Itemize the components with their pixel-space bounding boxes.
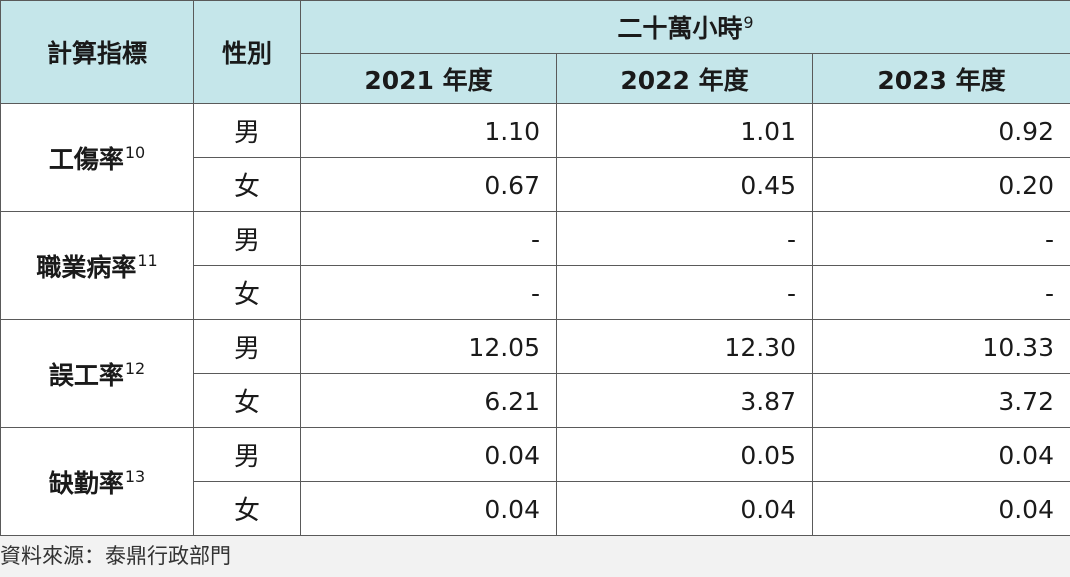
metric-cell-lost-day-rate: 誤工率12 (0, 319, 194, 428)
metric-label: 職業病率 (36, 252, 137, 282)
gender-cell: 男 (193, 211, 301, 266)
value-cell: 6.21 (300, 373, 557, 428)
gender-column-header: 性別 (193, 0, 301, 104)
value-cell: - (812, 211, 1070, 266)
table-row: 女 0.04 0.04 0.04 (1, 481, 1070, 536)
value-cell: - (300, 265, 557, 320)
value-cell: 0.04 (556, 481, 813, 536)
gender-cell: 女 (193, 373, 301, 428)
metric-column-header: 計算指標 (0, 0, 194, 104)
value-cell: 12.05 (300, 319, 557, 374)
value-cell: 0.04 (812, 481, 1070, 536)
year-header-2021: 2021 年度 (300, 53, 557, 104)
metric-label: 工傷率 (48, 144, 124, 174)
value-cell: 3.72 (812, 373, 1070, 428)
value-cell: - (812, 265, 1070, 320)
gender-cell: 男 (193, 427, 301, 482)
value-cell: - (556, 211, 813, 266)
value-cell: 1.01 (556, 103, 813, 158)
source-note: 資料來源：泰鼎行政部門 (0, 544, 231, 568)
value-cell: 0.04 (300, 481, 557, 536)
hours-group-header: 二十萬小時9 (300, 0, 1070, 54)
year-header-2022: 2022 年度 (556, 53, 813, 104)
value-cell: 0.05 (556, 427, 813, 482)
metric-label: 缺勤率 (48, 468, 124, 498)
value-cell: 3.87 (556, 373, 813, 428)
table-row: 誤工率12 男 12.05 12.30 10.33 (0, 319, 1070, 428)
safety-metrics-table: 計算指標 性別 二十萬小時9 2021 年度 2022 年度 2023 年度 工… (0, 0, 1070, 536)
footnote-marker: 13 (124, 467, 146, 487)
gender-cell: 男 (193, 103, 301, 158)
gender-cell: 男 (193, 319, 301, 374)
value-cell: - (300, 211, 557, 266)
value-cell: 0.92 (812, 103, 1070, 158)
value-cell: 0.20 (812, 157, 1070, 212)
footnote-marker: 12 (124, 359, 146, 379)
gender-cell: 女 (193, 157, 301, 212)
value-cell: 0.67 (300, 157, 557, 212)
value-cell: 10.33 (812, 319, 1070, 374)
metric-cell-absentee-rate: 缺勤率13 (0, 427, 194, 536)
value-cell: 12.30 (556, 319, 813, 374)
table-row: 職業病率11 男 - - - (0, 211, 1070, 320)
metric-cell-occupational-disease-rate: 職業病率11 (0, 211, 194, 320)
metric-label: 誤工率 (48, 360, 124, 390)
hours-group-label: 二十萬小時 (617, 14, 743, 43)
footnote-marker: 9 (743, 12, 754, 32)
footnote-marker: 10 (124, 143, 146, 163)
metric-cell-injury-rate: 工傷率10 (0, 103, 194, 212)
footnote-marker: 11 (137, 251, 158, 271)
value-cell: - (556, 265, 813, 320)
value-cell: 0.04 (300, 427, 557, 482)
value-cell: 1.10 (300, 103, 557, 158)
gender-cell: 女 (193, 265, 301, 320)
gender-cell: 女 (193, 481, 301, 536)
table-row: 女 6.21 3.87 3.72 (1, 373, 1070, 428)
table-row: 工傷率10 男 1.10 1.01 0.92 (0, 103, 1070, 212)
value-cell: 0.04 (812, 427, 1070, 482)
year-header-2023: 2023 年度 (812, 53, 1070, 104)
table-row: 缺勤率13 男 0.04 0.05 0.04 (0, 427, 1070, 536)
value-cell: 0.45 (556, 157, 813, 212)
